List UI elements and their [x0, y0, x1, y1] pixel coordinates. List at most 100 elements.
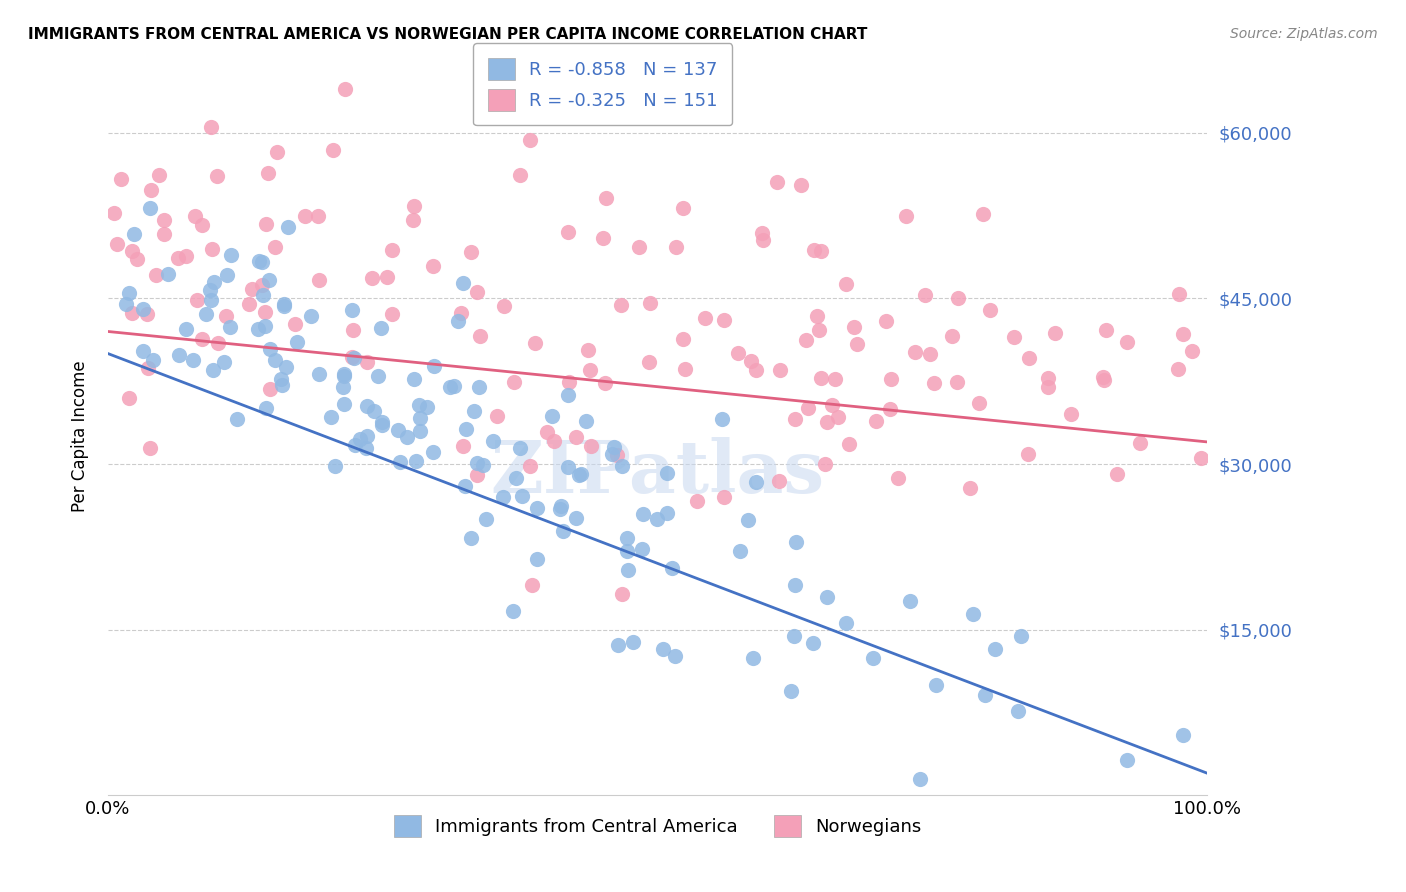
Point — [200, 293, 222, 308]
Point — [1018, 351, 1040, 365]
Text: Source: ZipAtlas.com: Source: ZipAtlas.com — [1230, 27, 1378, 41]
Point — [672, 201, 695, 215]
Point — [569, 467, 592, 482]
Point — [277, 219, 299, 234]
Point — [695, 310, 717, 325]
Point — [356, 429, 378, 443]
Point — [332, 380, 354, 394]
Point — [672, 332, 695, 346]
Point — [321, 410, 343, 425]
Point — [808, 323, 831, 337]
Point — [780, 684, 803, 698]
Point — [451, 439, 474, 453]
Point — [284, 317, 307, 331]
Point — [121, 244, 143, 258]
Point — [402, 213, 425, 227]
Point — [405, 454, 427, 468]
Point — [439, 380, 461, 394]
Point — [821, 398, 844, 412]
Point — [959, 481, 981, 495]
Point — [332, 397, 354, 411]
Point — [520, 578, 543, 592]
Point — [606, 448, 628, 462]
Point — [558, 375, 581, 389]
Point — [139, 183, 162, 197]
Point — [107, 236, 129, 251]
Point — [118, 391, 141, 405]
Point — [219, 319, 242, 334]
Point — [186, 293, 208, 308]
Point — [205, 169, 228, 184]
Point — [257, 273, 280, 287]
Point — [463, 403, 485, 417]
Point — [810, 244, 832, 258]
Point — [323, 459, 346, 474]
Point — [226, 411, 249, 425]
Point — [259, 342, 281, 356]
Point — [254, 318, 277, 333]
Point — [422, 445, 444, 459]
Point — [727, 346, 749, 360]
Point — [454, 479, 477, 493]
Point — [502, 604, 524, 618]
Point — [557, 387, 579, 401]
Point — [1167, 362, 1189, 376]
Point — [451, 276, 474, 290]
Point — [370, 321, 392, 335]
Point — [207, 335, 229, 350]
Point — [565, 430, 588, 444]
Point — [1181, 343, 1204, 358]
Point — [616, 531, 638, 545]
Point — [136, 361, 159, 376]
Point — [904, 345, 927, 359]
Point — [962, 607, 984, 622]
Point — [1002, 330, 1025, 344]
Point — [737, 513, 759, 527]
Point — [969, 396, 991, 410]
Point — [467, 456, 489, 470]
Point — [664, 648, 686, 663]
Point — [276, 360, 298, 375]
Point — [270, 372, 292, 386]
Point — [752, 233, 775, 247]
Point — [922, 376, 945, 390]
Point — [548, 501, 571, 516]
Point — [794, 333, 817, 347]
Point — [557, 460, 579, 475]
Point — [834, 277, 856, 291]
Point — [343, 438, 366, 452]
Point — [1116, 334, 1139, 349]
Point — [363, 404, 385, 418]
Point — [886, 471, 908, 485]
Point — [217, 268, 239, 282]
Point — [468, 380, 491, 394]
Point — [238, 297, 260, 311]
Point — [505, 471, 527, 485]
Point — [633, 507, 655, 521]
Point — [728, 543, 751, 558]
Point — [803, 243, 825, 257]
Point — [308, 272, 330, 286]
Point — [132, 343, 155, 358]
Point — [827, 409, 849, 424]
Point — [744, 475, 766, 489]
Point — [215, 309, 238, 323]
Point — [443, 379, 465, 393]
Point — [785, 578, 807, 592]
Point — [509, 441, 531, 455]
Point — [468, 329, 491, 343]
Point — [465, 467, 488, 482]
Point — [600, 447, 623, 461]
Point — [621, 635, 644, 649]
Point — [333, 81, 356, 95]
Point — [264, 240, 287, 254]
Point — [1095, 323, 1118, 337]
Point — [640, 296, 662, 310]
Point — [844, 320, 866, 334]
Point — [254, 217, 277, 231]
Point — [127, 252, 149, 266]
Point — [616, 544, 638, 558]
Point — [389, 455, 412, 469]
Point — [711, 412, 734, 426]
Point — [395, 430, 418, 444]
